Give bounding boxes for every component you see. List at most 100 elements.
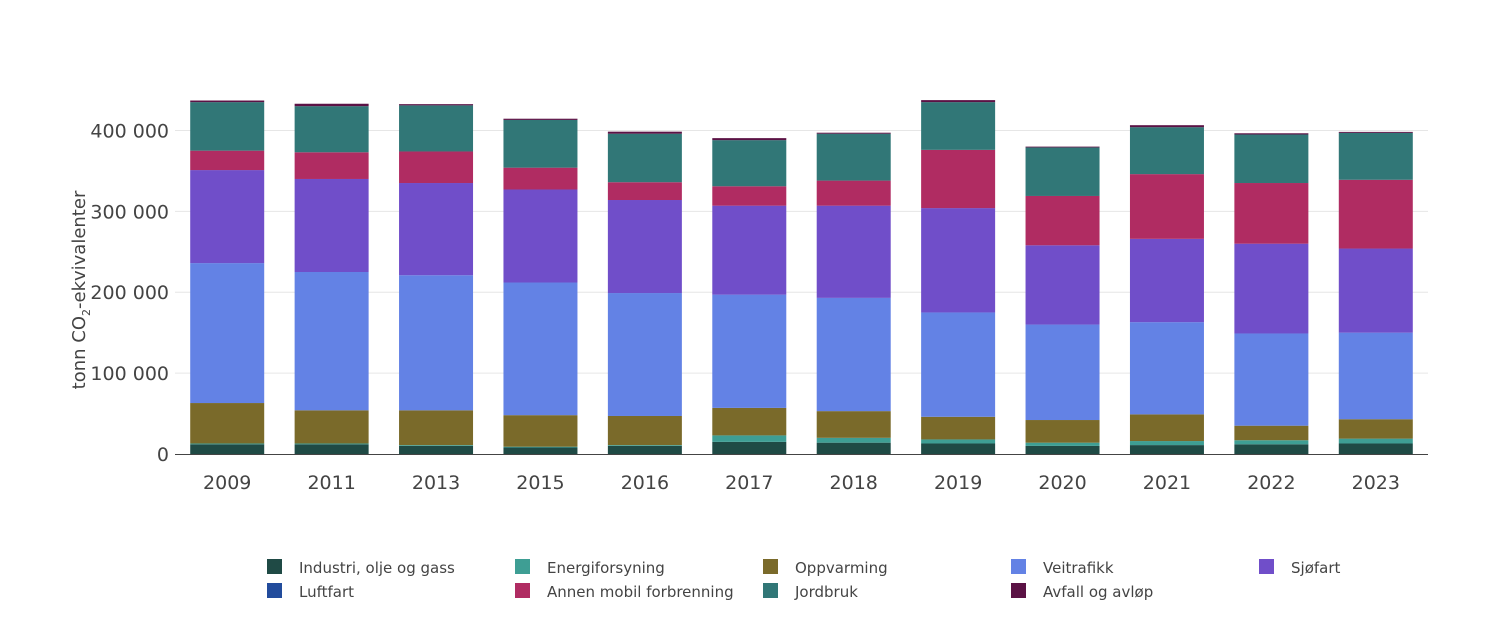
legend-item: Luftfart [267,583,354,601]
x-tick-label: 2021 [1143,472,1191,494]
bar-segment [607,445,682,446]
bar-segment [712,294,787,408]
bar-segment [1234,133,1309,135]
bar-segment [399,183,474,276]
legend-item: Annen mobil forbrenning [515,583,734,601]
legend-swatch [1011,559,1026,574]
bar-segment [712,138,787,141]
x-tick-label: 2023 [1352,472,1400,494]
bar-segment [1234,440,1309,445]
y-tick-label: 200 000 [90,282,169,304]
bar-segment [1025,324,1100,421]
bar-segment [294,444,369,454]
bar-segment [1234,243,1309,334]
legend-label: Luftfart [299,583,354,601]
bar-segment [921,439,996,444]
bar-segment [1338,131,1413,133]
bar-segment [1234,134,1309,184]
bar-segment [607,131,682,134]
bar-segment [921,312,996,417]
bar-segment [190,102,265,151]
bar-segment [1338,179,1413,249]
legend-item: Sjøfart [1259,559,1341,577]
legend-item: Industri, olje og gass [267,559,455,577]
legend-label: Avfall og avløp [1043,583,1153,601]
legend-swatch [267,559,282,574]
bar-segment [921,443,996,454]
bar-segment [294,152,369,179]
bar-segment [607,415,682,446]
bar-segment [816,437,891,443]
bar-segment [503,447,578,454]
x-tick-label: 2016 [621,472,669,494]
bar-segment [1025,195,1100,246]
x-tick-label: 2018 [830,472,878,494]
bar-segment [1025,245,1100,325]
bar-segment [712,407,787,436]
bar-segment [1129,238,1204,323]
bar-segment [921,208,996,313]
bar-segment [712,441,787,454]
bar-segment [190,100,265,103]
x-tick-label: 2017 [725,472,773,494]
legend-label: Sjøfart [1291,559,1341,577]
bar-segment [1234,333,1309,426]
bar-segment [294,272,369,411]
bar-segment [816,297,891,412]
bar-segment [1129,125,1204,128]
bar-segment [399,445,474,446]
bar-segment [1025,146,1100,148]
legend-label: Oppvarming [795,559,888,577]
bar-segment [1338,438,1413,444]
bar-segment [921,149,996,209]
bar-segment [1338,443,1413,454]
bar-segment [607,293,682,416]
x-tick-label: 2019 [934,472,982,494]
bar-segment [816,442,891,454]
bar-segment [1338,132,1413,180]
x-tick-label: 2015 [516,472,564,494]
bar-segment [1129,414,1204,442]
bar-segment [1025,420,1100,443]
bar-segment [712,205,787,295]
legend-swatch [515,583,530,598]
legend: Industri, olje og gass Energiforsyning Opp… [267,559,1341,601]
legend-item: Avfall og avløp [1011,583,1153,601]
bar-segment [1338,248,1413,333]
legend-swatch [267,583,282,598]
bar-segment [1338,419,1413,439]
x-tick-label: 2009 [203,472,251,494]
legend-swatch [763,559,778,574]
bar-segment [399,275,474,411]
bar-segment [294,106,369,153]
bar-segment [816,133,891,181]
bar-segment [607,182,682,201]
bar-segment [503,282,578,416]
bar-segment [1129,127,1204,175]
bar-segment [1025,442,1100,446]
bar-segment [503,415,578,447]
legend-item: Oppvarming [763,559,888,577]
bar-segment [1129,174,1204,239]
bar-segment [1025,147,1100,196]
legend-swatch [515,559,530,574]
bar-segment [1129,445,1204,454]
bar-segment [294,178,369,272]
bar-segment [712,186,787,206]
bar-segment [503,119,578,168]
bar-segment [190,444,265,454]
y-axis-title: tonn CO2-ekvivalenter [69,190,93,389]
x-tick-label: 2013 [412,472,460,494]
bar-segment [399,105,474,152]
x-tick-label: 2020 [1038,472,1086,494]
bar-segment [1234,444,1309,454]
bar-segment [503,167,578,190]
bar-segment [294,103,369,107]
bar-segment [607,200,682,294]
bar-segment [816,132,891,134]
y-tick-label: 400 000 [90,120,169,142]
bar-segment [816,411,891,438]
bar-segment [1025,445,1100,454]
